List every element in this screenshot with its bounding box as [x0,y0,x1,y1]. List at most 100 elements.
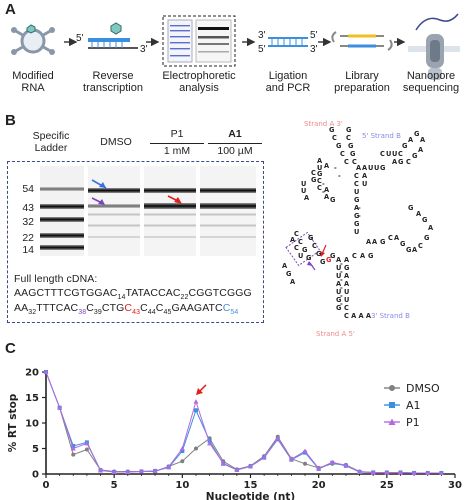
rna-pair-bond: - [358,212,361,220]
rna-nucleotide: G [348,142,353,150]
rna-nucleotide: U [317,164,322,172]
rna-nucleotide: U [301,180,306,188]
cdna-seg: 54 [230,309,239,317]
p1-underline [150,143,204,144]
data-point [261,454,267,460]
rna-nucleotide: A [344,280,350,288]
data-point [329,459,335,465]
rna-nucleotide: U [336,272,341,280]
data-point [111,469,117,474]
data-point [397,469,403,475]
rt-stop-chart: 0 5 10 15 20 25 30 0 5 10 15 20 Nucleotide (nt) % RT … [7,368,462,500]
rna-nucleotide: C [406,158,411,166]
rna-nucleotide: G [380,164,385,172]
lane-header-a1-conc: 100 µM [217,145,253,157]
rna-nucleotide: U [301,187,306,195]
rna-nucleotide: A [344,272,350,280]
data-point [207,438,212,443]
data-point [357,469,363,474]
modified-rna-icon [11,24,55,55]
rna-nucleotide: G [329,126,334,134]
y-tick-label: 0 [32,470,39,481]
rna-nucleotide: A [394,234,400,242]
end-label-5b: 5' [310,30,318,41]
rna-pair-bond: - [340,292,343,300]
x-axis-label: Nucleotide (nt) [206,491,295,500]
rna-nucleotide: G [330,196,335,204]
cdna-sequence-line2: AA32TTTCAC38C39CTGC43C44C45GAAGATCC54 [14,302,238,316]
rna-nucleotide: U [386,150,391,158]
rna-pair-bond: - [322,188,325,196]
x-tick-label: 25 [380,480,394,491]
rna-nucleotide: C [298,238,303,246]
rna-nucleotide: A [372,238,378,246]
data-point [316,465,322,471]
series-line-dmso [45,371,442,474]
rna-nucleotide: C [317,177,322,185]
data-point [71,443,76,448]
cdna-seg: C [86,302,94,314]
library-preparation-icon [331,31,393,51]
data-point [166,464,172,469]
cdna-seg: 43 [132,309,141,317]
ladder-size-22: 22 [22,232,34,244]
rna-nucleotide: C [332,134,337,142]
rna-nucleotide: U [392,150,397,158]
rna-nucleotide: C [344,158,349,166]
rna-nucleotide: G [306,254,311,262]
rna-nucleotide: G [400,240,405,248]
strand-a5-label: Strand A 5' [316,330,355,338]
rna-nucleotide: U [336,264,341,272]
rna-nucleotide: C [317,184,322,192]
rna-nucleotide: G [354,220,359,228]
series-line-p1 [45,371,442,474]
rna-nucleotide: A [336,256,342,264]
data-point [71,452,76,457]
data-point [84,447,89,452]
step-label-library-preparation: Library preparation [334,70,390,94]
lane-header-a1: A1 [228,128,242,140]
rna-nucleotide: G [402,142,407,150]
y-tick-label: 5 [32,444,39,455]
rna-pair-bond: - [322,180,325,188]
rna-nucleotide: G [346,126,351,134]
rna-nucleotide: G [422,216,427,224]
cdna-seg: 14 [117,294,126,302]
end-label-3c: 3' [310,44,318,55]
rna-nucleotide: C [340,150,345,158]
step-label-ligation-pcr: Ligation and PCR [265,70,311,94]
rna-nucleotide: U [336,288,341,296]
data-point [193,399,199,404]
x-tick-label: 5 [111,480,118,491]
lane-header-p1-conc: 1 mM [163,145,191,157]
y-tick-label: 20 [25,368,39,379]
rna-nucleotide: A [282,262,288,270]
cdna-seg: C [140,302,148,314]
rna-pair-bond: - [358,204,361,212]
lane-header-p1: P1 [170,128,184,140]
panel-a-letter: A [5,1,16,18]
rna-nucleotide: G [317,170,322,178]
rna-nucleotide: G [350,150,355,158]
x-tick-label: 0 [43,480,50,491]
rna-nucleotide: C [352,252,357,260]
rna-nucleotide: A [356,164,362,172]
rna-nucleotide: C [418,242,423,250]
strand-b5-label: 5' Strand B [362,132,401,140]
cdna-seg: C [222,302,231,314]
end-label-3a: 3' [140,44,148,55]
cdna-seg: 44 [147,309,156,317]
rna-pair-bond: - [340,276,343,284]
cdna-seg: 22 [180,294,189,302]
rna-nucleotide: G [354,212,359,220]
data-point [303,461,308,466]
cdna-seg: 38 [78,309,87,317]
reverse-transcription-icon [88,22,138,49]
rna-nucleotide: C [398,150,403,158]
data-point [438,470,444,475]
rna-nucleotide-highlight: G [326,256,331,264]
rna-nucleotide: C [354,172,359,180]
rna-nucleotide: A [324,186,330,194]
data-point [152,468,158,473]
rna-nucleotide: A [317,157,323,165]
